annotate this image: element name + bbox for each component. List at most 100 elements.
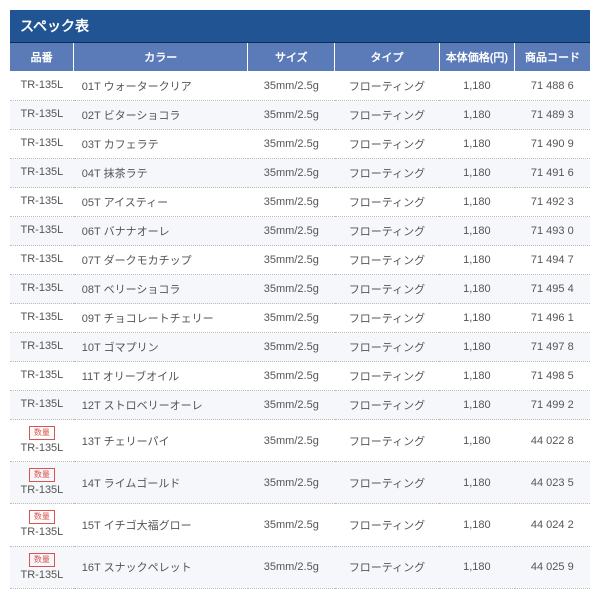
cell-type: フローティング bbox=[335, 159, 439, 188]
cell-size: 35mm/2.5g bbox=[248, 391, 335, 420]
cell-price: 1,180 bbox=[439, 217, 514, 246]
cell-model: TR-135L bbox=[10, 188, 74, 217]
model-text: TR-135L bbox=[21, 442, 64, 454]
quantity-badge: 数量 bbox=[29, 426, 55, 440]
table-row: TR-135L03T カフェラテ35mm/2.5gフローティング1,18071 … bbox=[10, 130, 590, 159]
cell-model: 数量TR-135L bbox=[10, 504, 74, 546]
model-text: TR-135L bbox=[21, 311, 64, 323]
cell-model: TR-135L bbox=[10, 333, 74, 362]
table-row: TR-135L01T ウォータークリア35mm/2.5gフローティング1,180… bbox=[10, 72, 590, 101]
cell-type: フローティング bbox=[335, 188, 439, 217]
cell-price: 1,180 bbox=[439, 333, 514, 362]
cell-model: TR-135L bbox=[10, 275, 74, 304]
cell-code: 71 494 7 bbox=[515, 246, 590, 275]
cell-color: 08T ベリーショコラ bbox=[74, 275, 248, 304]
cell-code: 44 022 8 bbox=[515, 420, 590, 462]
cell-model: TR-135L bbox=[10, 72, 74, 101]
cell-code: 44 025 9 bbox=[515, 546, 590, 588]
cell-code: 71 489 3 bbox=[515, 101, 590, 130]
cell-price: 1,180 bbox=[439, 72, 514, 101]
cell-model: 数量TR-135L bbox=[10, 546, 74, 588]
cell-color: 05T アイスティー bbox=[74, 188, 248, 217]
table-row: TR-135L09T チョコレートチェリー35mm/2.5gフローティング1,1… bbox=[10, 304, 590, 333]
model-text: TR-135L bbox=[21, 224, 64, 236]
cell-type: フローティング bbox=[335, 304, 439, 333]
cell-type: フローティング bbox=[335, 72, 439, 101]
table-row: TR-135L06T バナナオーレ35mm/2.5gフローティング1,18071… bbox=[10, 217, 590, 246]
table-row: TR-135L12T ストロベリーオーレ35mm/2.5gフローティング1,18… bbox=[10, 391, 590, 420]
table-row: TR-135L02T ビターショコラ35mm/2.5gフローティング1,1807… bbox=[10, 101, 590, 130]
quantity-badge: 数量 bbox=[29, 553, 55, 567]
cell-type: フローティング bbox=[335, 275, 439, 304]
cell-color: 09T チョコレートチェリー bbox=[74, 304, 248, 333]
spec-table: 品番カラーサイズタイプ本体価格(円)商品コード TR-135L01T ウォーター… bbox=[10, 43, 590, 589]
cell-size: 35mm/2.5g bbox=[248, 504, 335, 546]
cell-color: 04T 抹茶ラテ bbox=[74, 159, 248, 188]
table-row: TR-135L11T オリーブオイル35mm/2.5gフローティング1,1807… bbox=[10, 362, 590, 391]
table-row: TR-135L08T ベリーショコラ35mm/2.5gフローティング1,1807… bbox=[10, 275, 590, 304]
cell-color: 14T ライムゴールド bbox=[74, 462, 248, 504]
cell-code: 71 497 8 bbox=[515, 333, 590, 362]
cell-code: 71 496 1 bbox=[515, 304, 590, 333]
cell-color: 16T スナックペレット bbox=[74, 546, 248, 588]
model-text: TR-135L bbox=[21, 369, 64, 381]
cell-type: フローティング bbox=[335, 333, 439, 362]
cell-code: 71 492 3 bbox=[515, 188, 590, 217]
cell-size: 35mm/2.5g bbox=[248, 546, 335, 588]
cell-color: 07T ダークモカチップ bbox=[74, 246, 248, 275]
cell-size: 35mm/2.5g bbox=[248, 462, 335, 504]
table-row: 数量TR-135L15T イチゴ大福グロー35mm/2.5gフローティング1,1… bbox=[10, 504, 590, 546]
col-header-size: サイズ bbox=[248, 43, 335, 72]
col-header-price: 本体価格(円) bbox=[439, 43, 514, 72]
table-row: 数量TR-135L13T チェリーパイ35mm/2.5gフローティング1,180… bbox=[10, 420, 590, 462]
model-text: TR-135L bbox=[21, 398, 64, 410]
cell-size: 35mm/2.5g bbox=[248, 72, 335, 101]
cell-model: TR-135L bbox=[10, 217, 74, 246]
cell-color: 01T ウォータークリア bbox=[74, 72, 248, 101]
cell-size: 35mm/2.5g bbox=[248, 130, 335, 159]
cell-model: TR-135L bbox=[10, 391, 74, 420]
cell-model: 数量TR-135L bbox=[10, 462, 74, 504]
cell-model: TR-135L bbox=[10, 101, 74, 130]
cell-color: 11T オリーブオイル bbox=[74, 362, 248, 391]
cell-color: 15T イチゴ大福グロー bbox=[74, 504, 248, 546]
cell-model: TR-135L bbox=[10, 304, 74, 333]
cell-price: 1,180 bbox=[439, 391, 514, 420]
model-text: TR-135L bbox=[21, 137, 64, 149]
cell-price: 1,180 bbox=[439, 420, 514, 462]
cell-size: 35mm/2.5g bbox=[248, 188, 335, 217]
cell-size: 35mm/2.5g bbox=[248, 362, 335, 391]
cell-size: 35mm/2.5g bbox=[248, 333, 335, 362]
table-row: TR-135L04T 抹茶ラテ35mm/2.5gフローティング1,18071 4… bbox=[10, 159, 590, 188]
model-text: TR-135L bbox=[21, 484, 64, 496]
cell-color: 13T チェリーパイ bbox=[74, 420, 248, 462]
cell-code: 71 488 6 bbox=[515, 72, 590, 101]
model-text: TR-135L bbox=[21, 253, 64, 265]
cell-code: 71 499 2 bbox=[515, 391, 590, 420]
cell-price: 1,180 bbox=[439, 188, 514, 217]
col-header-type: タイプ bbox=[335, 43, 439, 72]
cell-type: フローティング bbox=[335, 462, 439, 504]
cell-price: 1,180 bbox=[439, 462, 514, 504]
cell-price: 1,180 bbox=[439, 275, 514, 304]
cell-type: フローティング bbox=[335, 420, 439, 462]
table-row: TR-135L 05T アイスティー35mm/2.5gフローティング1,18071… bbox=[10, 188, 590, 217]
cell-model: TR-135L bbox=[10, 362, 74, 391]
table-row: 数量TR-135L16T スナックペレット35mm/2.5gフローティング1,1… bbox=[10, 546, 590, 588]
spec-table-header: 品番カラーサイズタイプ本体価格(円)商品コード bbox=[10, 43, 590, 72]
cell-model: 数量 TR-135L bbox=[10, 420, 74, 462]
spec-table-title: スペック表 bbox=[10, 10, 590, 43]
cell-type: フローティング bbox=[335, 546, 439, 588]
cell-type: フローティング bbox=[335, 504, 439, 546]
model-text: TR-135L bbox=[21, 195, 64, 207]
cell-type: フローティング bbox=[335, 217, 439, 246]
spec-table-body: TR-135L01T ウォータークリア35mm/2.5gフローティング1,180… bbox=[10, 72, 590, 589]
table-row: TR-135L07T ダークモカチップ35mm/2.5gフローティング1,180… bbox=[10, 246, 590, 275]
cell-code: 44 024 2 bbox=[515, 504, 590, 546]
cell-code: 71 498 5 bbox=[515, 362, 590, 391]
col-header-code: 商品コード bbox=[515, 43, 590, 72]
cell-model: TR-135L bbox=[10, 130, 74, 159]
cell-size: 35mm/2.5g bbox=[248, 275, 335, 304]
cell-price: 1,180 bbox=[439, 546, 514, 588]
cell-model: TR-135L bbox=[10, 246, 74, 275]
